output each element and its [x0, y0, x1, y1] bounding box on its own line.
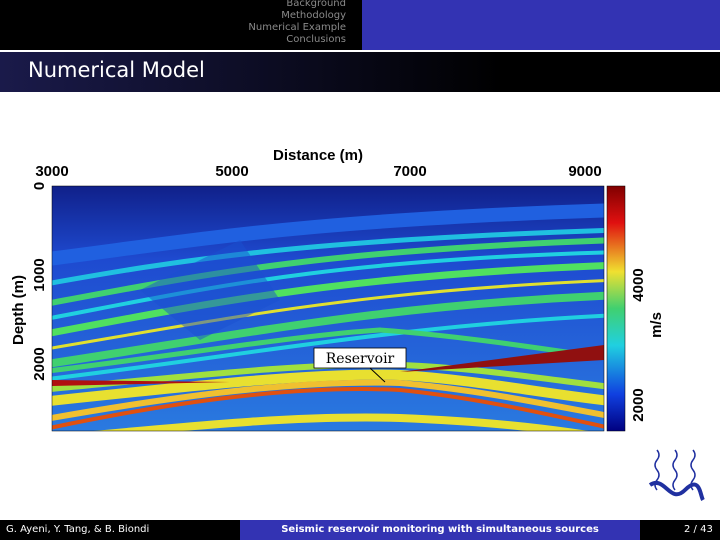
nav-item[interactable]: Conclusions [286, 34, 346, 45]
footer-bar: 2 / 43 [640, 520, 720, 540]
annotation-arrow [369, 367, 386, 383]
slide-title: Numerical Model [28, 58, 205, 82]
x-axis-label: Distance (m) [273, 147, 363, 164]
footer-bar: Seismic reservoir monitoring with simult… [240, 520, 640, 540]
footer-page: 2 / 43 [684, 524, 713, 535]
nav-item[interactable]: Background [286, 0, 346, 9]
y-tick-label: 1000 [31, 258, 48, 291]
y-axis-label: Depth (m) [10, 275, 27, 345]
annotation-box [313, 347, 407, 369]
title-bar [0, 52, 720, 92]
x-tick-label: 7000 [393, 163, 426, 180]
x-tick-label: 3000 [35, 163, 68, 180]
figure: Distance (m) 3000 5000 7000 9000 Depth (… [10, 147, 665, 432]
footer-authors: G. Ayeni, Y. Tang, & B. Biondi [6, 524, 150, 535]
velocity-model [52, 186, 604, 431]
x-tick-label: 5000 [215, 163, 248, 180]
x-tick-label: 9000 [568, 163, 601, 180]
footer-bar: G. Ayeni, Y. Tang, & B. Biondi [0, 520, 240, 540]
plot-frame [51, 185, 605, 432]
y-tick-label: 0 [31, 182, 48, 190]
nav-item[interactable]: Numerical Example [248, 22, 346, 33]
nav-item[interactable]: Methodology [281, 10, 346, 21]
annotation: Reservoir [326, 351, 395, 367]
nav-bar-right [362, 0, 720, 50]
footer-talk-title: Seismic reservoir monitoring with simult… [281, 524, 599, 535]
logo [648, 449, 705, 502]
colorbar [606, 185, 626, 432]
colorbar-label: m/s [648, 312, 665, 338]
colorbar-tick-label: 2000 [630, 388, 647, 421]
nav-bar: Background Methodology Numerical Example… [0, 0, 362, 50]
y-tick-label: 2000 [31, 347, 48, 380]
colorbar-tick-label: 4000 [630, 268, 647, 301]
